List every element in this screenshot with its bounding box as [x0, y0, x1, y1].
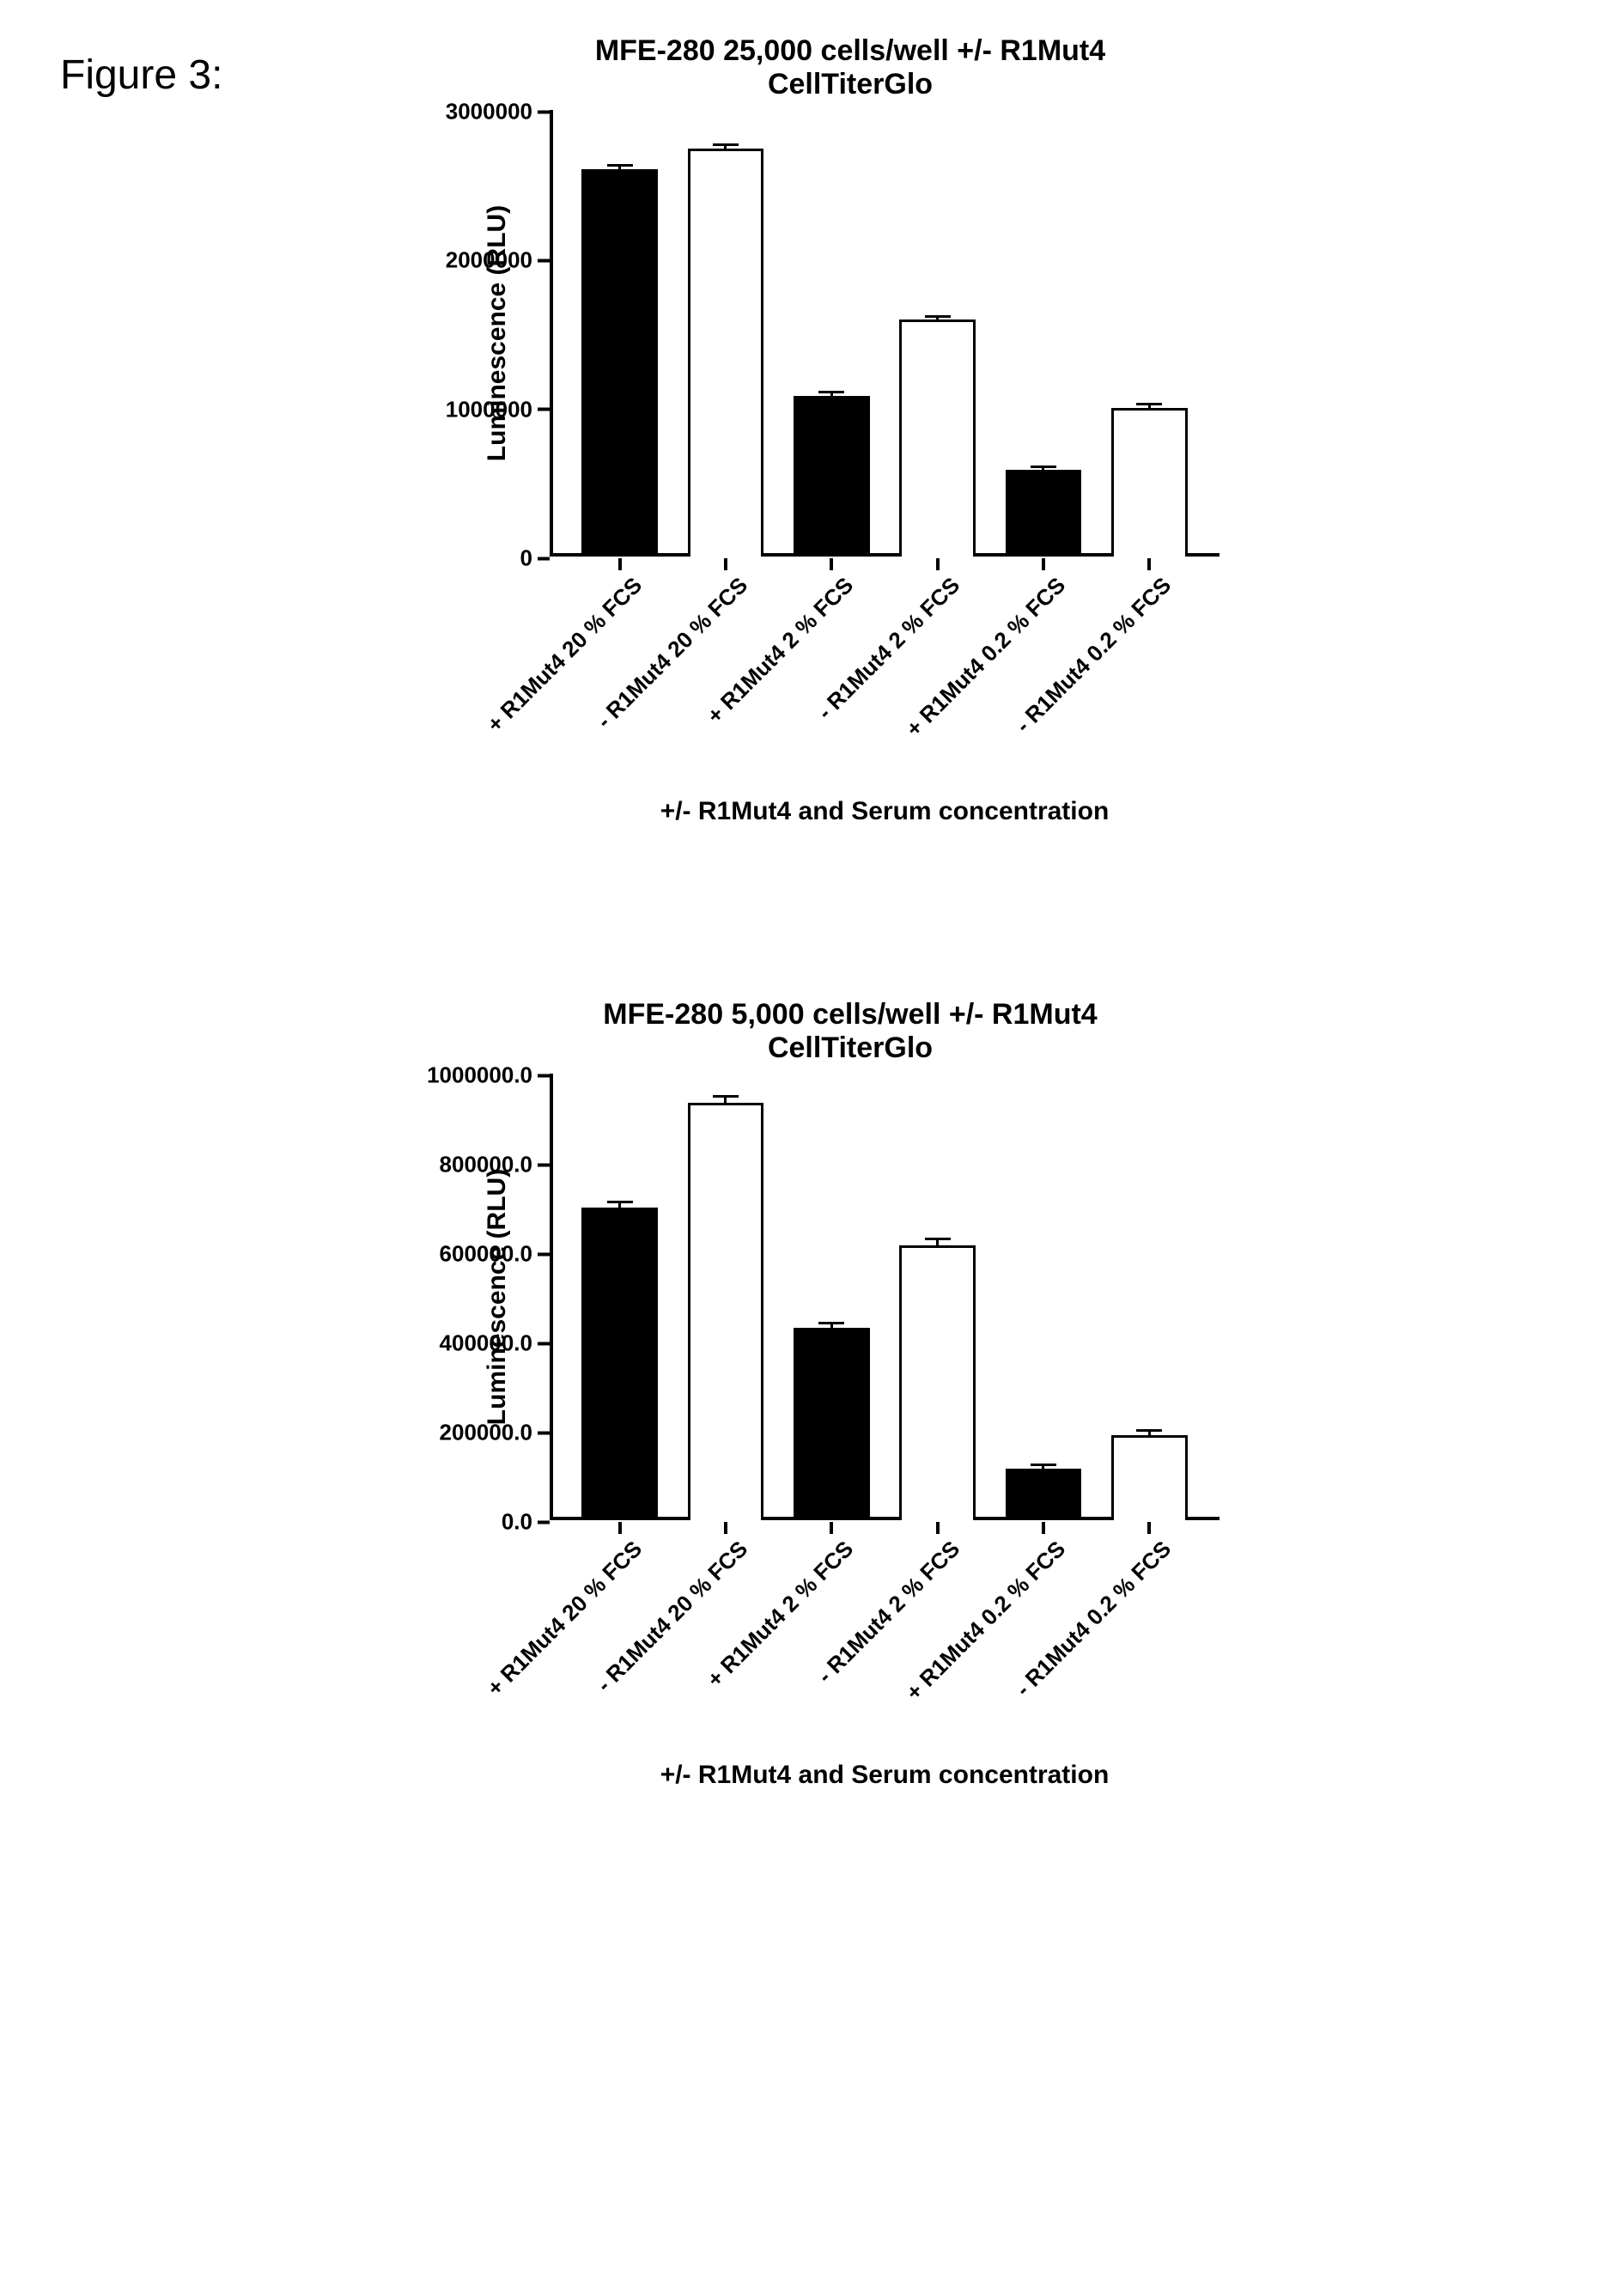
y-tick-label: 600000.0 — [440, 1241, 538, 1268]
x-tick-label: + R1Mut4 20 % FCS — [447, 1536, 648, 1737]
plot-area: Luminescence (RLU)0100000020000003000000 — [550, 110, 1220, 557]
bar-slot — [567, 1074, 672, 1520]
error-bar — [607, 1201, 633, 1208]
x-tick-label: - R1Mut4 2 % FCS — [764, 572, 965, 773]
bar — [794, 1328, 870, 1520]
chart-title: MFE-280 5,000 cells/well +/- R1Mut4 Cell… — [464, 998, 1237, 1065]
y-tick-mark — [538, 1074, 550, 1077]
bar-slot — [990, 1074, 1096, 1520]
error-bar — [925, 1238, 951, 1245]
bar — [899, 319, 976, 557]
bar-slot — [1097, 1074, 1202, 1520]
bar — [1111, 1435, 1188, 1520]
figure-label: Figure 3: — [60, 52, 222, 99]
bar-slot — [990, 110, 1096, 557]
bar — [1006, 1469, 1082, 1520]
charts-container: MFE-280 25,000 cells/well +/- R1Mut4 Cel… — [34, 34, 1590, 1790]
x-tick-label: + R1Mut4 0.2 % FCS — [870, 1536, 1071, 1737]
y-tick-label: 1000000 — [446, 396, 538, 423]
y-tick: 1000000.0 — [427, 1062, 550, 1089]
y-tick-label: 2000000 — [446, 247, 538, 274]
bar — [794, 396, 870, 557]
y-tick-mark — [538, 110, 550, 113]
bar — [581, 1208, 658, 1520]
bar-slot — [567, 110, 672, 557]
y-tick: 2000000 — [446, 247, 550, 274]
y-tick-label: 800000.0 — [440, 1152, 538, 1178]
y-tick-label: 1000000.0 — [427, 1062, 538, 1089]
chart-0: MFE-280 25,000 cells/well +/- R1Mut4 Cel… — [361, 34, 1590, 826]
x-tick-label: - R1Mut4 20 % FCS — [552, 1536, 753, 1737]
x-axis-label: +/- R1Mut4 and Serum concentration — [550, 797, 1220, 826]
bar-slot — [779, 110, 885, 557]
y-tick: 800000.0 — [440, 1152, 550, 1178]
x-labels: + R1Mut4 20 % FCS- R1Mut4 20 % FCS+ R1Mu… — [550, 1520, 1220, 1761]
bar-slot — [885, 110, 990, 557]
x-tick-label: + R1Mut4 20 % FCS — [447, 572, 648, 773]
bar-slot — [672, 1074, 778, 1520]
bars-row — [550, 110, 1220, 557]
x-axis-label: +/- R1Mut4 and Serum concentration — [550, 1761, 1220, 1790]
y-axis-label: Luminescence (RLU) — [483, 205, 512, 461]
y-tick-mark — [538, 557, 550, 560]
bar — [688, 149, 764, 557]
y-tick: 400000.0 — [440, 1330, 550, 1357]
chart-1: MFE-280 5,000 cells/well +/- R1Mut4 Cell… — [361, 998, 1590, 1790]
y-tick-label: 0 — [520, 545, 538, 572]
figure-page: Figure 3: MFE-280 25,000 cells/well +/- … — [34, 34, 1590, 1790]
y-tick: 0 — [520, 545, 550, 572]
bar — [581, 169, 658, 557]
x-tick-label: - R1Mut4 0.2 % FCS — [976, 572, 1177, 773]
bar — [899, 1245, 976, 1520]
error-bar — [818, 1322, 844, 1328]
bar — [688, 1103, 764, 1520]
bar-slot — [779, 1074, 885, 1520]
y-tick-mark — [538, 1342, 550, 1345]
y-tick-mark — [538, 408, 550, 411]
x-tick-label: - R1Mut4 2 % FCS — [764, 1536, 965, 1737]
y-tick: 1000000 — [446, 396, 550, 423]
y-tick-label: 3000000 — [446, 99, 538, 125]
y-tick-mark — [538, 259, 550, 262]
y-tick-label: 400000.0 — [440, 1330, 538, 1357]
x-tick-label: - R1Mut4 0.2 % FCS — [976, 1536, 1177, 1737]
error-bar — [1136, 1429, 1162, 1435]
bars-row — [550, 1074, 1220, 1520]
y-tick-mark — [538, 1163, 550, 1166]
bar-slot — [672, 110, 778, 557]
bar-slot — [1097, 110, 1202, 557]
y-tick-mark — [538, 1252, 550, 1256]
y-tick-mark — [538, 1520, 550, 1524]
x-tick-label: + R1Mut4 2 % FCS — [658, 572, 859, 773]
y-tick-label: 0.0 — [502, 1509, 538, 1536]
error-bar — [713, 1095, 739, 1103]
x-tick-label: + R1Mut4 0.2 % FCS — [870, 572, 1071, 773]
y-tick: 0.0 — [502, 1509, 550, 1536]
plot-area: Luminescence (RLU)0.0200000.0400000.0600… — [550, 1074, 1220, 1520]
bar — [1111, 408, 1188, 557]
y-tick-mark — [538, 1431, 550, 1434]
x-labels: + R1Mut4 20 % FCS- R1Mut4 20 % FCS+ R1Mu… — [550, 557, 1220, 797]
bar — [1006, 470, 1082, 557]
y-tick: 600000.0 — [440, 1241, 550, 1268]
y-axis-label: Luminescence (RLU) — [483, 1169, 512, 1425]
y-tick: 200000.0 — [440, 1420, 550, 1446]
y-tick-label: 200000.0 — [440, 1420, 538, 1446]
x-tick-label: - R1Mut4 20 % FCS — [552, 572, 753, 773]
bar-slot — [885, 1074, 990, 1520]
x-tick-label: + R1Mut4 2 % FCS — [658, 1536, 859, 1737]
chart-title: MFE-280 25,000 cells/well +/- R1Mut4 Cel… — [464, 34, 1237, 101]
y-tick: 3000000 — [446, 99, 550, 125]
